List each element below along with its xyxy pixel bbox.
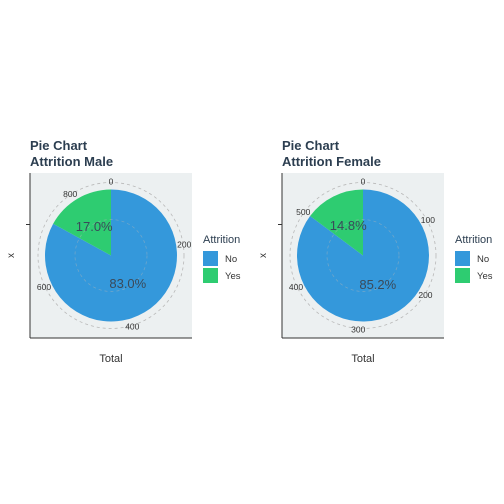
grid-circle-outer	[289, 182, 437, 329]
percent-label: 17.0%	[76, 219, 113, 234]
total-tick-label: 400	[289, 282, 303, 292]
chart-title-line: Attrition Female	[282, 154, 381, 169]
pie-slice-yes	[310, 189, 363, 256]
total-tick-label: 0	[361, 177, 366, 187]
y-axis-label: x	[6, 253, 17, 258]
total-tick-label: 600	[37, 282, 51, 292]
pie-slice-no	[297, 189, 429, 322]
total-tick-label: 800	[63, 189, 77, 199]
pie-slice-yes	[53, 189, 111, 256]
total-tick-label: 100	[421, 215, 435, 225]
chart-title-line: Pie Chart	[282, 138, 340, 153]
total-tick-label: 0	[109, 177, 114, 187]
legend-label-no: No	[225, 254, 237, 265]
chart-title-line: Pie Chart	[30, 138, 88, 153]
pie-slice-no	[44, 189, 177, 322]
legend-label-no: No	[477, 254, 489, 265]
grid-circle-outer	[37, 182, 185, 329]
legend-title: Attrition	[455, 234, 492, 246]
total-tick-label: 500	[296, 207, 310, 217]
grid-circle-inner	[74, 219, 148, 292]
legend-swatch-no	[203, 251, 218, 266]
total-tick-label: 400	[125, 321, 139, 331]
y-axis-label: x	[258, 253, 269, 258]
percent-label: 83.0%	[109, 276, 146, 291]
x-axis-label: Total	[351, 353, 374, 365]
legend-title: Attrition	[203, 234, 240, 246]
total-tick-label: 300	[351, 324, 365, 334]
legend-swatch-no	[455, 251, 470, 266]
grid-circle-inner	[326, 219, 400, 292]
legend-swatch-yes	[455, 268, 470, 283]
total-tick-label: 200	[418, 290, 432, 300]
legend-label-yes: Yes	[477, 271, 493, 282]
x-axis-label: Total	[99, 353, 122, 365]
chart-title-line: Attrition Male	[30, 154, 113, 169]
percent-label: 85.2%	[359, 277, 396, 292]
legend-label-yes: Yes	[225, 271, 241, 282]
legend-swatch-yes	[203, 268, 218, 283]
percent-label: 14.8%	[330, 218, 367, 233]
total-tick-label: 200	[177, 240, 191, 250]
